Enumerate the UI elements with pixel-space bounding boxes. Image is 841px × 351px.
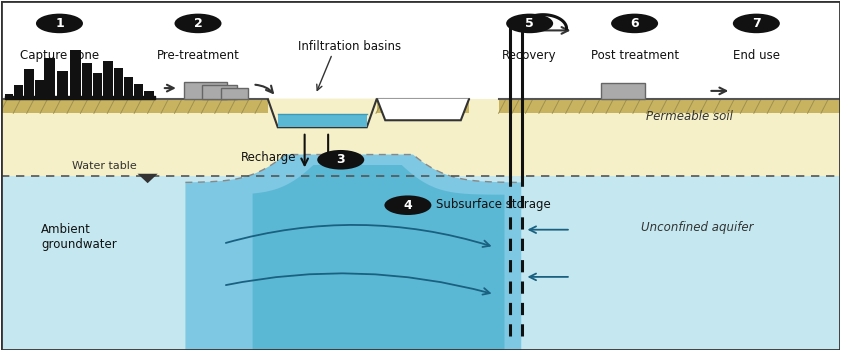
Bar: [35, 80, 44, 99]
Text: Permeable soil: Permeable soil: [646, 110, 733, 122]
Text: Infiltration basins: Infiltration basins: [298, 40, 400, 53]
Text: Capture zone: Capture zone: [20, 49, 99, 62]
Bar: [93, 73, 103, 99]
Circle shape: [174, 14, 221, 33]
Text: 4: 4: [404, 199, 412, 212]
Bar: [202, 85, 237, 99]
Circle shape: [733, 14, 780, 33]
Bar: [601, 83, 645, 99]
Bar: [82, 63, 93, 99]
Bar: [124, 77, 134, 99]
Circle shape: [36, 14, 83, 33]
Polygon shape: [267, 99, 377, 127]
Polygon shape: [1, 176, 840, 350]
Bar: [5, 94, 13, 99]
Polygon shape: [278, 114, 367, 127]
Text: Recovery: Recovery: [502, 49, 557, 62]
Text: Water table: Water table: [72, 161, 137, 171]
Text: 6: 6: [630, 17, 639, 30]
Circle shape: [611, 14, 659, 33]
Bar: [145, 91, 155, 99]
Polygon shape: [377, 99, 469, 120]
Bar: [103, 61, 114, 99]
Bar: [57, 71, 68, 99]
Polygon shape: [1, 99, 840, 350]
Bar: [1, 99, 267, 113]
Bar: [220, 88, 247, 99]
Circle shape: [506, 14, 553, 33]
Text: Pre-treatment: Pre-treatment: [156, 49, 240, 62]
Text: Subsurface storage: Subsurface storage: [436, 198, 550, 211]
Text: Recharge: Recharge: [241, 151, 296, 164]
Text: 3: 3: [336, 153, 345, 166]
Circle shape: [384, 196, 431, 215]
Text: End use: End use: [733, 49, 780, 62]
Bar: [14, 85, 24, 99]
Text: 5: 5: [526, 17, 534, 30]
Bar: [135, 84, 144, 99]
Bar: [24, 69, 34, 99]
Bar: [183, 82, 227, 99]
Circle shape: [317, 150, 364, 170]
Polygon shape: [185, 154, 521, 350]
Text: Post treatment: Post treatment: [590, 49, 679, 62]
Polygon shape: [138, 174, 158, 183]
Text: 1: 1: [56, 17, 64, 30]
Text: Unconfined aquifer: Unconfined aquifer: [642, 221, 754, 234]
Polygon shape: [252, 165, 505, 350]
Text: 7: 7: [752, 17, 761, 30]
Bar: [377, 99, 469, 113]
Text: Ambient
groundwater: Ambient groundwater: [41, 223, 117, 251]
Bar: [500, 99, 840, 113]
Bar: [70, 50, 82, 99]
Bar: [114, 68, 124, 99]
Text: 2: 2: [193, 17, 203, 30]
Bar: [45, 58, 56, 99]
